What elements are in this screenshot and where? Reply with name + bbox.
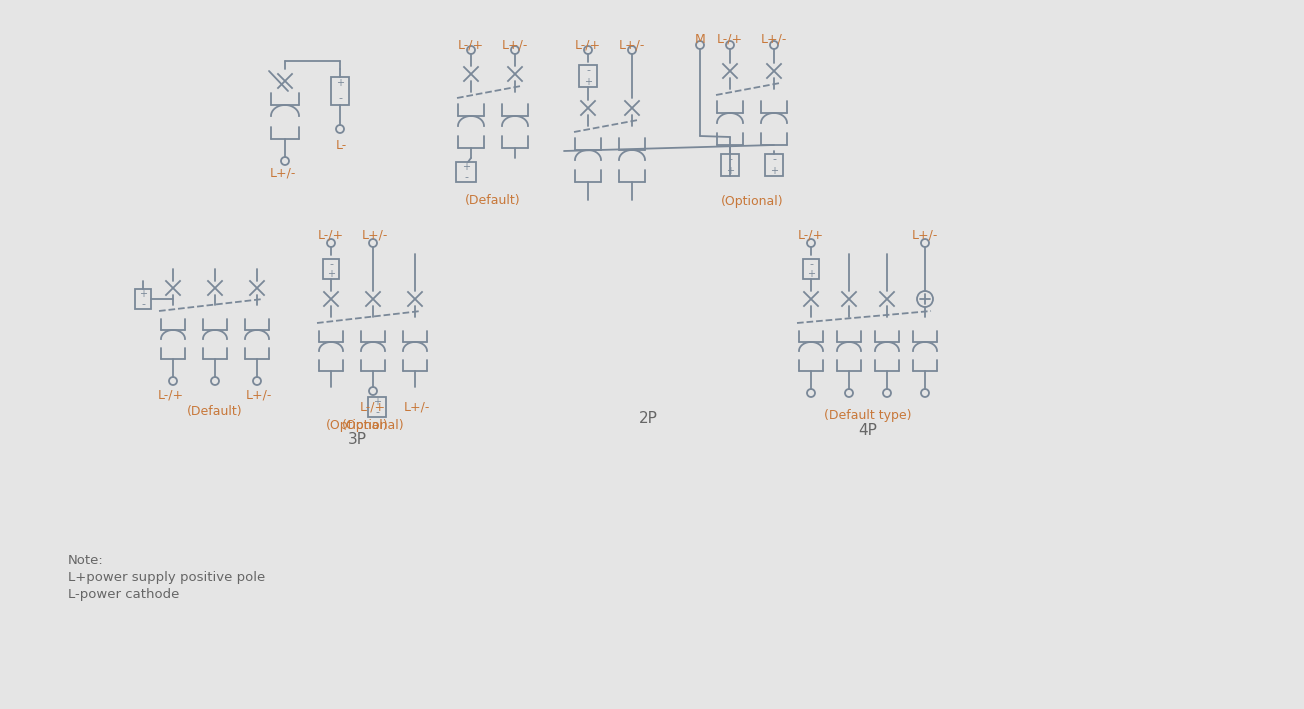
Text: L-/+: L-/+ [318,229,344,242]
Bar [803,259,819,279]
Bar [579,65,597,87]
Text: L-/+: L-/+ [575,38,601,51]
Text: L+/-: L+/- [270,167,296,180]
Text: L+/-: L+/- [619,38,645,51]
Text: L-/+: L-/+ [798,229,824,242]
Text: L+power supply positive pole: L+power supply positive pole [68,571,265,584]
Text: -: - [464,172,468,182]
Text: L+/-: L+/- [502,38,528,51]
Text: L-: L- [335,139,347,152]
Text: (Optional): (Optional) [326,419,389,432]
Text: L-/+: L-/+ [360,401,386,414]
Text: +: + [373,396,381,406]
Text: +: + [726,166,734,176]
Text: +: + [807,269,815,279]
Bar [456,162,476,182]
Text: 3P: 3P [347,432,366,447]
Text: (Default): (Default) [466,194,520,207]
Text: +: + [140,289,147,298]
Text: L+/-: L+/- [361,229,389,242]
Text: +: + [336,79,344,89]
Text: +: + [327,269,335,279]
Text: -: - [141,299,145,309]
Text: (Optional): (Optional) [721,195,784,208]
Text: Note:: Note: [68,554,104,567]
Text: L+/-: L+/- [404,401,430,414]
Text: L-/+: L-/+ [158,389,184,402]
Bar [331,77,349,105]
Text: +: + [769,166,778,176]
Text: M: M [695,33,705,46]
Bar [368,397,386,417]
Text: L+/-: L+/- [246,389,273,402]
Text: -: - [728,154,732,164]
Text: -: - [585,65,589,75]
Bar [765,154,782,176]
Text: L-power cathode: L-power cathode [68,588,180,601]
Bar [323,259,339,279]
Bar [721,154,739,176]
Text: (Default type): (Default type) [824,409,911,422]
Text: +: + [584,77,592,87]
Text: -: - [772,154,776,164]
Text: L+/-: L+/- [760,33,788,46]
Text: -: - [329,259,333,269]
Text: -: - [338,94,342,104]
Text: L+/-: L+/- [911,229,938,242]
Text: (Optional): (Optional) [342,419,404,432]
Text: -: - [376,408,379,418]
Bar [136,289,151,309]
Text: (Default): (Default) [188,405,243,418]
Text: 2P: 2P [639,411,657,426]
Text: 4P: 4P [858,423,878,438]
Text: +: + [462,162,469,172]
Text: L-/+: L-/+ [458,38,484,51]
Text: L-/+: L-/+ [717,33,743,46]
Text: -: - [808,259,812,269]
